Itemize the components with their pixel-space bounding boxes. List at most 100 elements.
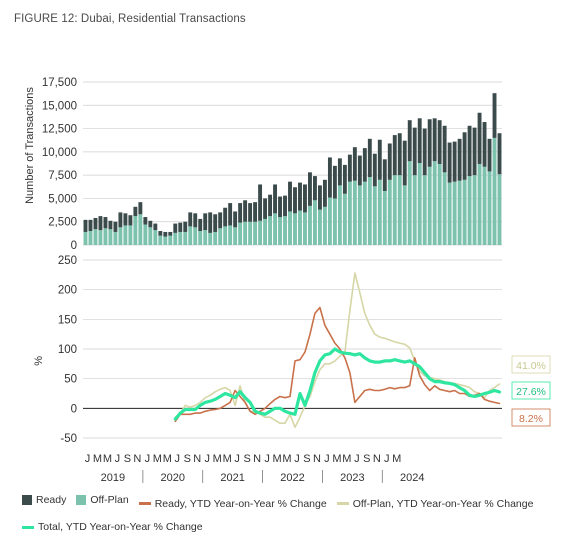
bar-ready [133,206,138,217]
x-month-label: M [332,453,341,465]
bar-ready [173,223,178,233]
bar-off-plan [347,181,352,245]
bar-ready [118,212,123,228]
chart-svg: 0 2,500 5,000 7,500 10,000 12,500 15,000 17,500… [24,77,551,484]
bar-ready [98,216,103,231]
bar-off-plan [203,230,208,245]
bar-off-plan [253,221,258,245]
bar-ready [138,202,143,215]
bar-off-plan [278,217,282,245]
bar-off-plan [497,174,502,245]
bar-off-plan [332,198,337,245]
total-yoy-line [173,347,502,421]
legend-swatch [22,495,32,505]
bar-off-plan [372,186,377,245]
bar-off-plan [317,209,322,245]
x-month-label: M [93,453,102,465]
bar-ready [457,138,462,181]
bar-off-plan [357,185,362,245]
legend-item: Total, YTD Year-on-Year % Change [22,516,203,538]
bar-off-plan [487,171,492,245]
bar-off-plan [223,226,228,245]
legend-item: Off-Plan [76,489,129,511]
bar-ready [248,203,253,222]
bar-ready [223,207,228,227]
x-month-label: S [363,453,370,465]
bar-off-plan [283,216,287,245]
end-label-text: 8.2% [519,413,543,425]
bar-off-plan [442,172,447,245]
bar-off-plan [113,231,118,245]
x-year-label: 2023 [340,472,364,484]
bar-ready [402,140,407,186]
bar-off-plan [477,163,482,245]
bar-ready [293,187,297,214]
bar-off-plan [268,216,272,245]
x-month-label: S [124,453,131,465]
x-month-label: N [193,453,201,465]
bar-off-plan [183,231,188,245]
bar-off-plan [228,225,233,245]
x-year-label: 2020 [161,472,185,484]
bar-off-plan [198,231,203,245]
x-month-label: M [153,453,162,465]
end-label-text: 27.6% [516,386,546,398]
x-month-label: M [103,453,112,465]
bar-off-plan [98,230,103,245]
bar-off-plan [452,181,457,245]
bar-off-plan [447,182,452,245]
x-month-label: M [213,453,222,465]
bar-ready [362,148,367,182]
bar-off-plan [417,163,422,245]
x-year-label: 2024 [400,472,424,484]
bar-off-plan [233,227,238,245]
bar-ready [427,119,432,167]
bar-off-plan [308,205,312,245]
legend-label: Off-Plan [90,494,129,506]
x-month-label: J [145,453,151,465]
bar-off-plan [178,231,183,245]
bar-ready [332,165,337,199]
bar-off-plan [467,176,472,245]
x-year-label: 2021 [220,472,244,484]
bar-off-plan [457,180,462,245]
bar-ready [143,217,148,225]
bar-off-plan [93,229,98,245]
line-y-axis-label: % [33,356,45,366]
bar-ready [303,184,307,213]
bar-ready [472,127,477,176]
bar-off-plan [382,190,387,245]
bar-ready [313,176,317,201]
bar-off-plan [293,213,297,245]
bar-ready [308,172,312,206]
x-month-label: N [313,453,321,465]
bar-ready [148,220,153,228]
bar-off-plan [138,214,143,245]
x-month-label: J [85,453,91,465]
bar-off-plan [168,235,173,245]
bar-ready [213,214,218,232]
bar-off-plan [288,211,292,245]
bar-ready [283,195,287,217]
bar-ready [337,158,342,186]
bar-ready [268,194,272,217]
bar-ready [288,181,292,212]
bar-ready [93,217,98,230]
bar-ready [218,212,223,229]
bar-ready [258,184,263,221]
bar-off-plan [108,229,113,245]
bar-ready [417,118,422,164]
bar-off-plan [303,212,307,245]
bar-ready [238,203,243,223]
bar-off-plan [367,177,372,245]
end-label-callout: 41.0% [511,355,551,374]
x-month-label: N [373,453,381,465]
bar-off-plan [123,225,128,245]
bar-off-plan [422,175,427,245]
bar-ready [253,202,258,222]
x-month-label: M [223,453,232,465]
end-label-box [511,408,551,427]
bar-ready [387,143,392,180]
bar-off-plan [143,224,148,245]
